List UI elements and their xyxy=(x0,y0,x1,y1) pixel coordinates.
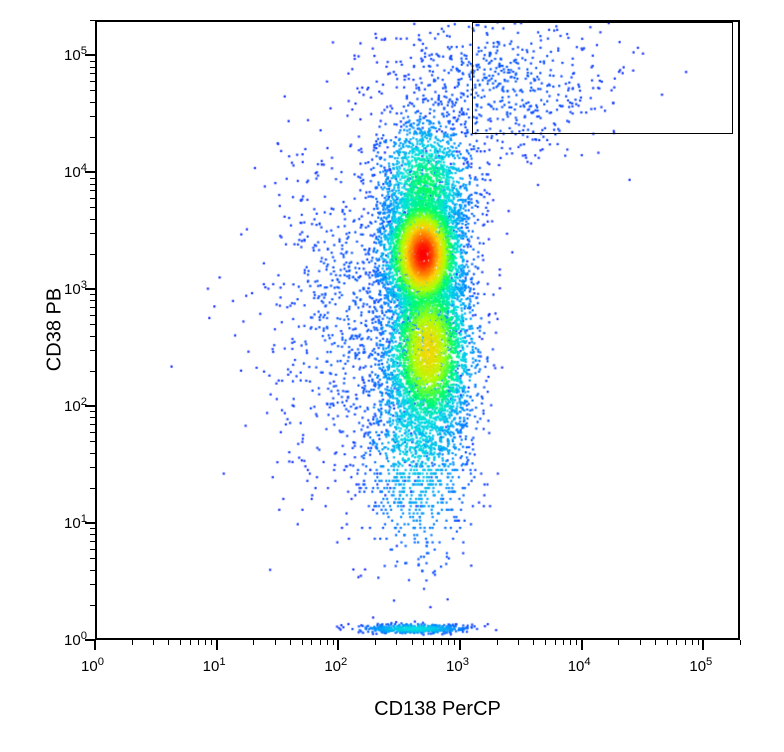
scatter-canvas xyxy=(97,22,738,638)
x-tick-label: 102 xyxy=(324,656,347,675)
plot-area xyxy=(95,20,740,640)
x-axis-label: CD138 PerCP xyxy=(338,698,538,721)
y-axis-label: CD38 PB xyxy=(44,250,67,410)
x-tick-label: 104 xyxy=(568,656,591,675)
x-tick-label: 100 xyxy=(81,656,104,675)
x-tick-label: 103 xyxy=(446,656,469,675)
canvas-wrap xyxy=(97,22,738,638)
x-tick-label: 105 xyxy=(689,656,712,675)
x-tick-label: 101 xyxy=(203,656,226,675)
y-tick-label: 105 xyxy=(47,45,87,64)
y-tick-label: 104 xyxy=(47,162,87,181)
y-tick-label: 101 xyxy=(47,513,87,532)
figure: 100101102103104105100101102103104105 CD1… xyxy=(0,0,784,752)
y-tick-label: 100 xyxy=(47,630,87,649)
